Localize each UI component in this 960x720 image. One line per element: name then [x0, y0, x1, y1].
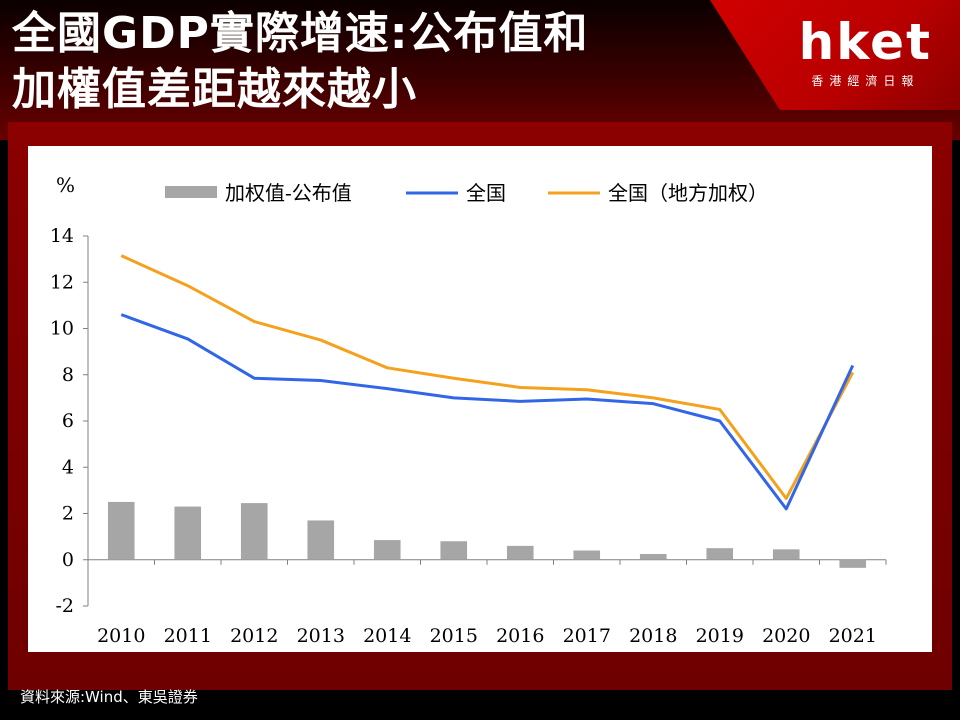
page-title: 全國GDP實際增速:公布值和 加權值差距越來越小: [12, 6, 732, 118]
y-axis-ticks: -2 0 2 4 6 8 10 12 14: [50, 225, 88, 617]
logo-word: hket: [798, 13, 932, 71]
bar: [772, 549, 800, 560]
y-tick-label: 10: [50, 318, 74, 340]
y-tick-label: 14: [50, 225, 74, 247]
weighted-line: [120, 254, 855, 500]
x-tick-label: 2014: [363, 625, 411, 647]
x-tick-label: 2012: [230, 625, 278, 647]
y-unit-label: %: [56, 173, 75, 197]
logo-subtitle: 香港經濟日報: [811, 74, 920, 88]
x-axis-ticks: 2010 2011 2012 2013 2014 2015 2016 2017 2018 2019…: [87, 559, 887, 647]
bar: [107, 501, 135, 560]
y-tick-label: 0: [62, 549, 74, 571]
axes: [87, 236, 886, 606]
hket-logo: hket 香港經濟日報: [799, 14, 932, 89]
y-tick-label: 8: [62, 364, 74, 386]
y-tick-label: 2: [62, 503, 74, 525]
chart-panel: % 加权值-公布值 全国 全国（地方加权） 2010 2011 2012 2013 20…: [28, 146, 932, 652]
bar: [440, 541, 468, 560]
y-tick-label: 6: [62, 410, 74, 432]
x-tick-label: 2017: [563, 625, 611, 647]
y-tick-label: 4: [62, 456, 74, 478]
x-tick-label: 2016: [496, 625, 544, 647]
x-tick-label: 2015: [430, 625, 478, 647]
y-tick-label: 12: [50, 271, 74, 293]
bar: [573, 550, 601, 560]
bar: [373, 540, 401, 560]
x-tick-label: 2020: [762, 625, 810, 647]
legend: 加权值-公布值 全国 全国（地方加权）: [165, 181, 768, 205]
legend-national-label: 全国: [466, 181, 506, 205]
bar: [839, 559, 867, 568]
bar: [240, 503, 268, 560]
line-series: [120, 254, 855, 511]
national-line: [120, 313, 855, 511]
x-tick-label: 2011: [164, 625, 212, 647]
bar: [307, 520, 335, 560]
y-tick-label: -2: [55, 595, 74, 617]
title-line-1: 全國GDP實際增速:公布值和: [12, 8, 589, 59]
title-line-2: 加權值差距越來越小: [12, 64, 417, 115]
x-tick-label: 2010: [97, 625, 145, 647]
legend-bar-label: 加权值-公布值: [225, 181, 352, 205]
bar: [506, 545, 534, 560]
legend-bar-swatch: [165, 186, 217, 198]
bar: [174, 506, 202, 560]
source-note: 資料來源:Wind、東吳證券: [20, 688, 198, 706]
bar: [639, 553, 667, 560]
x-tick-label: 2018: [629, 625, 677, 647]
chart: % 加权值-公布值 全国 全国（地方加权） 2010 2011 2012 2013 20…: [50, 173, 887, 647]
legend-weighted-label: 全国（地方加权）: [608, 181, 768, 205]
bar-series: [107, 501, 867, 568]
x-tick-label: 2013: [297, 625, 345, 647]
bar: [706, 548, 734, 560]
x-tick-label: 2021: [829, 625, 877, 647]
x-tick-label: 2019: [696, 625, 744, 647]
